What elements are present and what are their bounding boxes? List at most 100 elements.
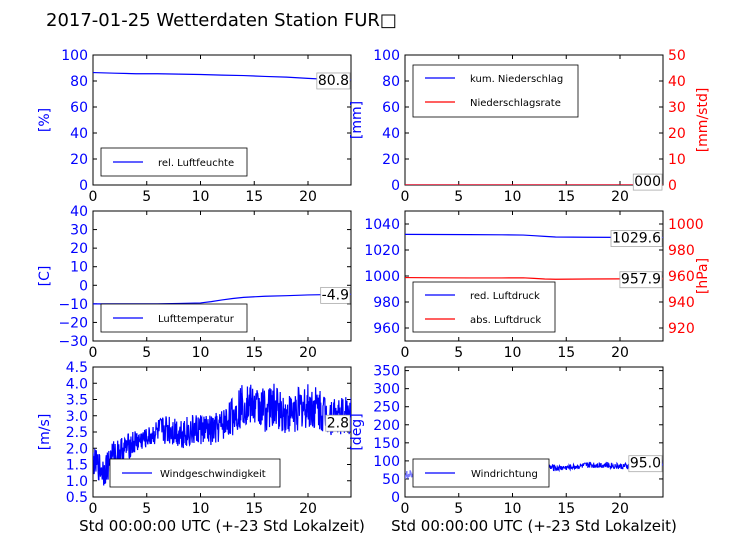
y-tick-label: 40 (382, 126, 400, 142)
x-tick-label: 15 (557, 501, 575, 517)
y-tick-label: 100 (61, 48, 88, 64)
y2-tick-label: 20 (668, 126, 686, 142)
y2-tick-label: 920 (668, 321, 695, 337)
last-value-label: -4.9 (322, 287, 349, 303)
last-value-box (320, 286, 351, 304)
plot-area (93, 383, 351, 486)
x-axis-label: Std 00:00:00 UTC (+-23 Std Lokalzeit) (391, 517, 677, 535)
x-tick-label: 15 (245, 345, 263, 361)
series-line-humidity (93, 71, 351, 81)
y-tick-label: 4.0 (66, 376, 88, 392)
y-tick-label: 1.5 (66, 458, 88, 474)
last-value-box (619, 271, 663, 289)
y-tick-label: 40 (70, 126, 88, 142)
chart-pressure: 0 5 10 15 20 960 980 1000 1020 1040 920 940 960 980 10… (364, 210, 711, 361)
x-tick-label: 0 (401, 501, 410, 517)
y2-tick-label: 960 (668, 269, 695, 285)
y2-tick-label: 10 (668, 152, 686, 168)
x-tick-label: 5 (142, 345, 151, 361)
x-tick-label: 5 (454, 501, 463, 517)
x-tick-label: 10 (504, 345, 522, 361)
x-tick-label: 0 (89, 501, 98, 517)
x-tick-label: 20 (611, 189, 629, 205)
y-tick-label: −20 (58, 315, 88, 331)
y-tick-label: 50 (382, 472, 400, 488)
x-tick-label: 5 (454, 189, 463, 205)
y2-tick-label: 980 (668, 243, 695, 259)
y-tick-label: 960 (373, 321, 400, 337)
series-line-temperature (93, 293, 351, 305)
x-tick-label: 20 (611, 345, 629, 361)
y-tick-label: 980 (373, 295, 400, 311)
y-tick-label: 1000 (364, 269, 400, 285)
x-tick-label: 10 (192, 501, 210, 517)
plot-frame (92, 54, 352, 186)
last-value-label: 2.8 (327, 415, 349, 431)
legend-label: abs. Luftdruck (470, 315, 541, 326)
y-tick-label: 3.5 (66, 393, 88, 409)
y-tick-label: 3.0 (66, 409, 88, 425)
legend-label: red. Luftdruck (470, 291, 540, 302)
legend-label: Windgeschwindigkeit (160, 469, 266, 480)
last-value-box (628, 455, 663, 473)
y-tick-label: 0 (79, 178, 88, 194)
y-tick-label: 4.5 (66, 360, 88, 376)
x-axis-label: Std 00:00:00 UTC (+-23 Std Lokalzeit) (79, 517, 365, 535)
last-value-box (632, 173, 663, 191)
legend: rel. Luftfeuchte (100, 147, 248, 177)
x-tick-label: 20 (299, 345, 317, 361)
y-axis-label: [mm] (349, 101, 365, 139)
legend-label: Lufttemperatur (158, 314, 235, 325)
x-tick-label: 0 (89, 189, 98, 205)
x-tick-label: 20 (611, 501, 629, 517)
x-tick-label: 15 (557, 345, 575, 361)
last-value-label: 1029.6 (612, 231, 661, 247)
chart-wind_speed: 0 5 10 15 20 0.51.01.52.02.53.03.54.04.5 [m/s]… (37, 360, 365, 535)
legend: red. Luftdruck abs. Luftdruck (412, 281, 556, 333)
x-tick-label: 5 (454, 345, 463, 361)
y-axis-label: [C] (37, 266, 53, 287)
figure-title: 2017-01-25 Wetterdaten Station FUR□ (46, 10, 397, 31)
y-tick-label: 80 (70, 74, 88, 90)
y-tick-label: 100 (373, 48, 400, 64)
y-tick-label: 250 (373, 400, 400, 416)
x-tick-label: 10 (192, 345, 210, 361)
plot-frame (92, 210, 352, 342)
chart-temperature: 0 5 10 15 20 −30 −20 −10 0 10 20 30 40 [C] -4.9 Lufttem… (37, 204, 352, 361)
chart-humidity: 0 5 10 15 20 0 20 40 60 80 100 [%] 80.8 rel. Luftfeuc… (37, 48, 352, 205)
y-tick-label: 300 (373, 382, 400, 398)
plot-area (93, 71, 351, 81)
legend-label: Niederschlagsrate (470, 98, 561, 109)
y2-tick-label: 50 (668, 48, 686, 64)
y-tick-label: 100 (373, 454, 400, 470)
y-tick-label: 1040 (364, 217, 400, 233)
x-tick-label: 15 (245, 501, 263, 517)
y-tick-label: 30 (70, 223, 88, 239)
last-value-label: 000 (634, 174, 661, 190)
y-tick-label: 40 (70, 204, 88, 220)
legend-frame (412, 458, 550, 488)
y2-tick-label: 940 (668, 295, 695, 311)
y-tick-label: 350 (373, 364, 400, 380)
last-value-label: 95.0 (630, 456, 661, 472)
series-line-wind_speed (93, 383, 351, 486)
y2-tick-label: 30 (668, 100, 686, 116)
y-tick-label: 1020 (364, 243, 400, 259)
y-tick-label: 60 (382, 100, 400, 116)
x-tick-label: 10 (192, 189, 210, 205)
y-tick-label: 20 (70, 241, 88, 257)
x-tick-label: 0 (401, 345, 410, 361)
x-tick-label: 0 (89, 345, 98, 361)
y-tick-label: 0.5 (66, 490, 88, 506)
y2-axis-label: [hPa] (695, 258, 711, 294)
plot-area (405, 233, 663, 280)
y-tick-label: 10 (70, 260, 88, 276)
series-line-pressure (405, 276, 663, 280)
last-value-box (316, 72, 351, 90)
y-tick-label: 1.0 (66, 474, 88, 490)
y-axis-label: [%] (37, 108, 53, 132)
y-tick-label: 2.0 (66, 441, 88, 457)
series-line-pressure (405, 233, 663, 239)
